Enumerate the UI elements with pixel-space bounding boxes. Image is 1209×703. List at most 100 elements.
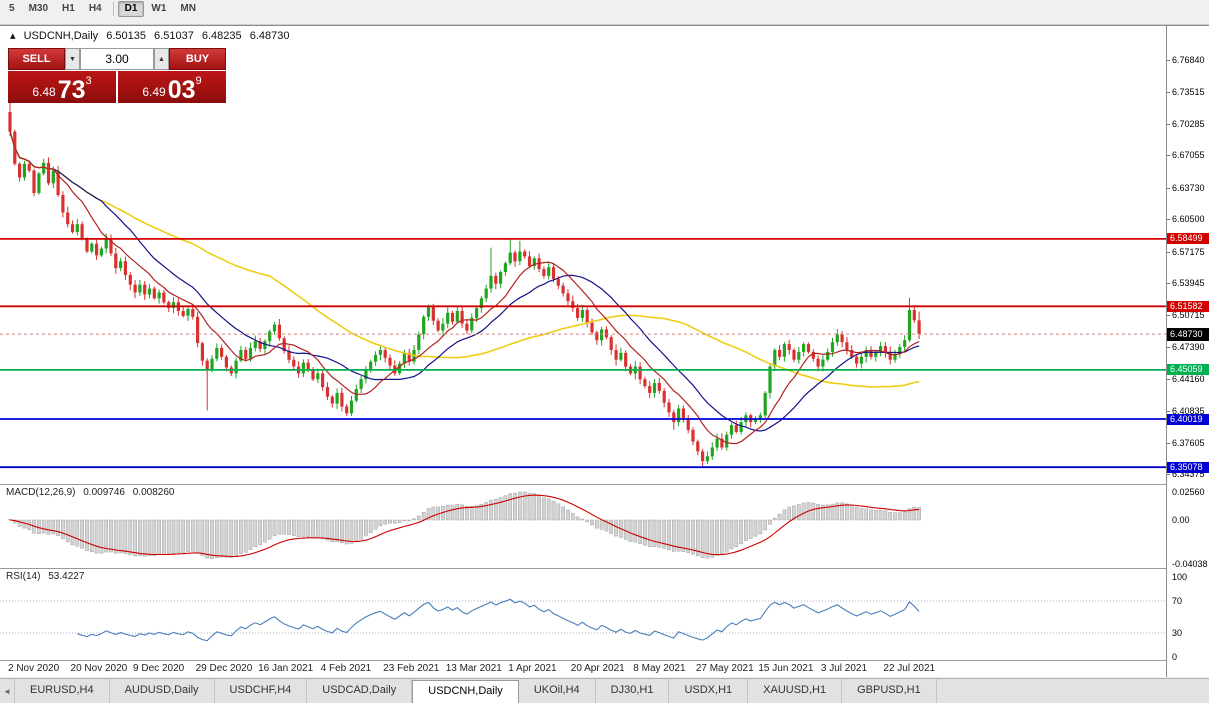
chart-window: ▴ USDCNH,Daily 6.50135 6.51037 6.48235 6…: [0, 25, 1209, 677]
price-scale-tick: [1167, 347, 1170, 349]
ask-prefix: 6.49: [142, 85, 166, 99]
ohlc-close: 6.48730: [249, 30, 290, 42]
macd-pane-splitter[interactable]: [0, 484, 1209, 485]
macd-value-main: 0.009746: [83, 487, 125, 498]
timeframe-button-m30[interactable]: M30: [28, 3, 49, 14]
price-scale-tick: [1167, 442, 1170, 444]
date-axis: 2 Nov 2020 20 Nov 2020 9 Dec 2020 29 Dec 20…: [0, 660, 1166, 677]
price-scale-label: 6.67055: [1172, 150, 1205, 161]
price-scale-tick: [1167, 92, 1170, 94]
rsi-value: 53.4227: [48, 571, 85, 582]
date-label: 23 Feb 2021: [383, 663, 440, 674]
date-label: 20 Nov 2020: [70, 663, 128, 674]
price-scale-label: 6.37605: [1172, 437, 1205, 448]
chart-tab-usdcad-daily[interactable]: USDCAD,Daily: [307, 679, 413, 703]
price-scale-label: 6.70285: [1172, 118, 1205, 129]
price-scale-label: 6.53945: [1172, 278, 1205, 289]
level-price-tag: 6.45059: [1167, 364, 1209, 376]
chart-tab-xauusd-h1[interactable]: XAUUSD,H1: [748, 679, 843, 703]
ask-quote[interactable]: 6.49 03 9: [118, 71, 226, 103]
timeframe-button-5[interactable]: 5: [9, 3, 15, 14]
rsi-name: RSI(14): [6, 571, 41, 582]
horizontal-level-lines[interactable]: [0, 237, 1166, 469]
macd-histogram: [8, 491, 921, 559]
macd-signal-line: [9, 494, 920, 558]
price-scale-tick: [1167, 378, 1170, 380]
date-label: 29 Dec 2020: [195, 663, 253, 674]
price-scale-label: 6.57175: [1172, 246, 1205, 257]
ohlc-direction-icon: ▴: [10, 30, 16, 42]
rsi-line: [77, 598, 920, 642]
date-label: 2 Nov 2020: [8, 663, 60, 674]
rsi-pane[interactable]: [0, 568, 1166, 660]
macd-value-signal: 0.008260: [132, 487, 175, 498]
macd-indicator-label: MACD(12,26,9) 0.009746 0.008260: [6, 487, 179, 498]
ohlc-low: 6.48235: [201, 30, 242, 42]
ohlc-open: 6.50135: [106, 30, 146, 42]
price-scale[interactable]: 6.76840 6.73515 6.70285 6.67055 6.63730 6.605…: [1166, 26, 1209, 677]
buy-button[interactable]: BUY: [169, 48, 226, 70]
date-label: 3 Jul 2021: [820, 663, 868, 674]
price-scale-tick: [1167, 123, 1170, 125]
price-scale-tick: [1167, 155, 1170, 157]
candles-series[interactable]: [8, 73, 921, 467]
macd-pane[interactable]: [0, 484, 1166, 568]
volume-field-wrap: [80, 48, 154, 70]
bid-prefix: 6.48: [32, 85, 56, 99]
bid-quote[interactable]: 6.48 73 3: [8, 71, 116, 103]
rsi-scale-label: 0: [1172, 652, 1178, 662]
toolbar-divider: [112, 2, 114, 16]
ask-big-digits: 03: [167, 75, 196, 104]
price-scale-label: 6.47390: [1172, 342, 1205, 353]
one-click-trading-panel: SELL ▼ ▲ BUY 6.48 73 3 6.49 03 9: [8, 48, 226, 103]
timeframe-button-h1[interactable]: H1: [62, 3, 75, 14]
symbol-period-label: USDCNH,Daily: [23, 30, 99, 42]
date-axis-separator: [0, 660, 1209, 661]
level-price-tag: 6.58499: [1167, 233, 1209, 245]
chart-tab-usdchf-h4[interactable]: USDCHF,H4: [215, 679, 308, 703]
timeframe-toolbar: 5 M30 H1 H4 D1 W1 MN: [0, 0, 1209, 25]
price-scale-tick: [1167, 314, 1170, 316]
chart-tab-audusd-daily[interactable]: AUDUSD,Daily: [110, 679, 215, 703]
chart-tab-usdcnh-daily[interactable]: USDCNH,Daily: [412, 680, 519, 703]
macd-name: MACD(12,26,9): [6, 487, 76, 498]
timeframe-button-w1[interactable]: W1: [151, 3, 167, 14]
price-scale-tick: [1167, 251, 1170, 253]
rsi-indicator-label: RSI(14) 53.4227: [6, 571, 89, 582]
chart-tab-eurusd-h4[interactable]: EURUSD,H4: [15, 679, 110, 703]
rsi-scale-label: 70: [1172, 596, 1183, 606]
price-scale-tick: [1167, 60, 1170, 62]
price-scale-tick: [1167, 474, 1170, 476]
volume-decrease-button[interactable]: ▼: [65, 48, 80, 70]
date-label: 22 Jul 2021: [883, 663, 936, 674]
tab-scroll-left-icon[interactable]: ◄: [0, 679, 15, 703]
price-scale-label: 6.50715: [1172, 309, 1205, 320]
timeframe-button-d1[interactable]: D1: [117, 1, 145, 17]
current-price-tag: 6.48730: [1167, 327, 1209, 341]
volume-input[interactable]: [81, 49, 153, 69]
bid-pip-digit: 3: [85, 75, 92, 87]
timeframe-button-mn[interactable]: MN: [180, 3, 196, 14]
price-scale-tick: [1167, 411, 1170, 413]
rsi-pane-splitter[interactable]: [0, 568, 1209, 569]
level-price-tag: 6.35078: [1167, 461, 1209, 473]
price-chart-pane[interactable]: [0, 26, 1166, 484]
chart-tab-usdx-h1[interactable]: USDX,H1: [669, 679, 749, 703]
price-scale-label: 6.40835: [1172, 406, 1205, 417]
date-label: 13 Mar 2021: [445, 663, 502, 674]
date-label: 9 Dec 2020: [133, 663, 185, 674]
rsi-scale-label: 100: [1172, 572, 1188, 582]
chart-tab-gbpusd-h1[interactable]: GBPUSD,H1: [842, 679, 937, 703]
price-scale-tick: [1167, 219, 1170, 221]
sell-button[interactable]: SELL: [8, 48, 65, 70]
chart-tab-ukoil-h4[interactable]: UKOil,H4: [519, 679, 596, 703]
price-scale-label: 6.60500: [1172, 214, 1205, 225]
date-label: 15 Jun 2021: [758, 663, 814, 674]
volume-increase-button[interactable]: ▲: [154, 48, 169, 70]
timeframe-button-h4[interactable]: H4: [88, 3, 102, 14]
chart-ohlc-header: ▴ USDCNH,Daily 6.50135 6.51037 6.48235 6…: [10, 29, 294, 42]
chart-tab-dj30-h1[interactable]: DJ30,H1: [596, 679, 670, 703]
moving-averages: [9, 131, 920, 445]
date-label: 4 Feb 2021: [320, 663, 372, 674]
price-scale-label: 6.34375: [1172, 469, 1205, 480]
